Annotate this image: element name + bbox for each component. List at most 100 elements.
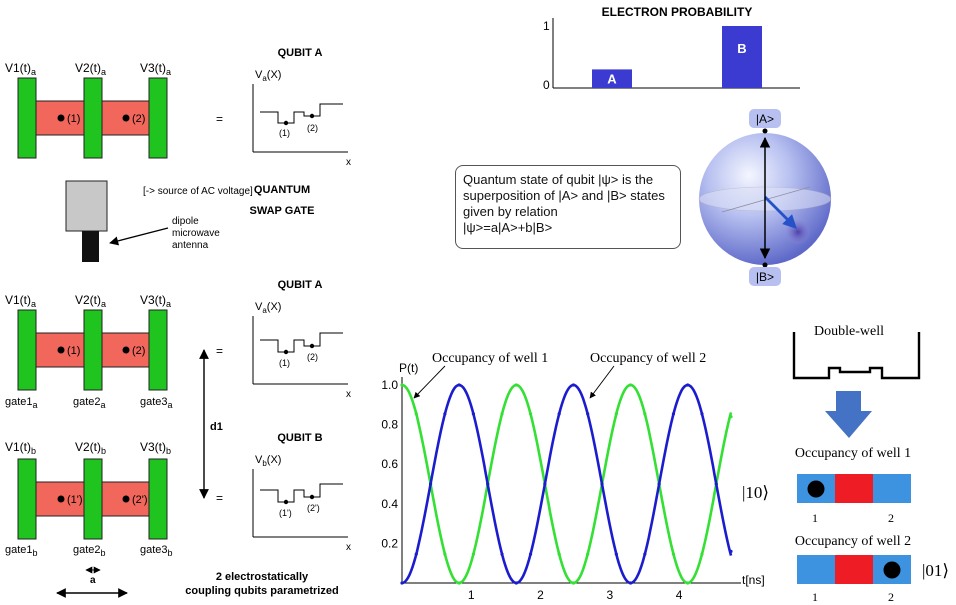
- svg-text:QUBIT A: QUBIT A: [278, 279, 323, 291]
- svg-text:V3(t)a: V3(t)a: [140, 61, 171, 77]
- series-line-1: [401, 383, 733, 585]
- potential-plot-bot: QUBIT B Vb(X) x = (1') (2'): [216, 432, 351, 553]
- svg-text:1: 1: [812, 511, 818, 525]
- y-tick-label: 0.8: [381, 418, 398, 432]
- svg-text:(1): (1): [279, 358, 290, 368]
- prob-bar-a: [592, 69, 632, 88]
- series-line-2: [401, 383, 733, 585]
- y-axis-label: P(t): [399, 361, 418, 375]
- svg-text:dipole: dipole: [172, 216, 199, 227]
- state2-ket: |01⟩: [922, 561, 949, 580]
- series-1-point: [614, 412, 618, 416]
- series-1-point: [414, 412, 418, 416]
- gate-2: [83, 77, 103, 159]
- svg-text:V2(t)b: V2(t)b: [75, 440, 106, 456]
- series-1-point: [557, 552, 561, 556]
- series-2-point: [586, 412, 590, 416]
- series-2-point: [628, 581, 633, 585]
- prob-bar-label: B: [737, 41, 746, 56]
- series-1-point: [500, 412, 504, 416]
- quantum-dot-1: [57, 114, 65, 122]
- svg-text:QUBIT A: QUBIT A: [278, 47, 323, 59]
- prob-bar-b: [722, 26, 762, 88]
- series-2-point: [700, 412, 704, 416]
- svg-text:Vb(X): Vb(X): [255, 454, 281, 468]
- potential-plot-top: QUBIT A Va(X) x = (1) (2): [216, 47, 351, 168]
- gate-title-line-1: QUANTUM: [254, 184, 310, 196]
- svg-text:(1'): (1'): [67, 494, 83, 506]
- superposition-callout: Quantum state of qubit |ψ> is the superp…: [455, 165, 681, 249]
- series-1-point: [671, 552, 676, 556]
- svg-text:V2(t)a: V2(t)a: [75, 293, 106, 309]
- svg-text:(1): (1): [67, 345, 80, 357]
- svg-text:(2): (2): [132, 345, 145, 357]
- ket-a-label: |A>: [756, 112, 774, 126]
- ket-b-label: |B>: [756, 270, 774, 284]
- y-tick-label: 0.4: [381, 497, 398, 511]
- gate-title-line-2: SWAP GATE: [250, 205, 315, 217]
- annotation-well-1: Occupancy of well 1: [432, 351, 548, 366]
- svg-text:(2'): (2'): [132, 494, 148, 506]
- double-well-title: Double-well: [814, 324, 884, 339]
- svg-text:Va(X): Va(X): [255, 69, 281, 83]
- antenna-stub: [82, 231, 99, 262]
- y-tick-label: 0.2: [381, 536, 398, 550]
- y-tick-label: 1.0: [381, 378, 398, 392]
- series-2-point: [428, 482, 433, 486]
- prob-bar-label: A: [607, 72, 617, 87]
- series-1-point: [628, 383, 633, 387]
- svg-text:=: =: [216, 344, 223, 358]
- series-1-point: [400, 383, 404, 387]
- svg-text:2: 2: [888, 590, 894, 604]
- device-mid-qubit-a: V1(t)a V2(t)a V3(t)a (1) (2) gate1a gate…: [5, 293, 173, 410]
- series-2-point: [729, 549, 733, 553]
- svg-text:gate3a: gate3a: [140, 396, 173, 410]
- annotation-well-2: Occupancy of well 2: [590, 351, 706, 366]
- svg-text:gate3b: gate3b: [140, 544, 173, 558]
- svg-text:V1(t)b: V1(t)b: [5, 440, 36, 456]
- series-1-point: [528, 412, 533, 416]
- quantum-dot-2: [122, 114, 130, 122]
- series-1-point: [700, 552, 704, 556]
- series-2-point: [486, 482, 490, 486]
- svg-text:2: 2: [888, 511, 894, 525]
- dimension-a: a: [56, 566, 128, 598]
- svg-text:=: =: [216, 491, 223, 505]
- x-tick-label: 2: [537, 588, 544, 602]
- ac-source-antenna: [-> source of AC voltage] dipole microwa…: [65, 180, 253, 262]
- svg-text:gate1b: gate1b: [5, 544, 38, 558]
- series-2-point: [557, 412, 561, 416]
- series-1-point: [514, 383, 518, 387]
- series-2-point: [471, 412, 476, 416]
- svg-text:V2(t)a: V2(t)a: [75, 61, 106, 77]
- state1-title: Occupancy of well 1: [795, 446, 911, 461]
- series-2-point: [514, 581, 518, 585]
- svg-text:antenna: antenna: [172, 240, 209, 251]
- svg-text:V3(t)b: V3(t)b: [140, 440, 171, 456]
- series-1-point: [643, 412, 647, 416]
- svg-text:Va(X): Va(X): [255, 301, 281, 315]
- caption-line-2: coupling qubits parametrized: [185, 585, 338, 597]
- svg-text:microwave: microwave: [172, 228, 220, 239]
- state2-title: Occupancy of well 2: [795, 534, 911, 549]
- series-2-point: [528, 552, 533, 556]
- dimension-d1: d1: [199, 349, 223, 499]
- svg-text:(2'): (2'): [307, 503, 320, 513]
- svg-text:QUBIT B: QUBIT B: [277, 432, 322, 444]
- bloch-sphere: |A> |B>: [698, 109, 832, 286]
- series-2-point: [614, 552, 618, 556]
- series-2-point: [414, 552, 418, 556]
- series-1-point: [686, 581, 690, 585]
- series-1-point: [729, 415, 733, 419]
- device-top-qubit-a: V1(t)a V2(t)a V3(t)a (1) (2): [5, 61, 171, 159]
- gate-3: [148, 77, 168, 159]
- state1-ket: |10⟩: [742, 483, 769, 502]
- y-tick-label: 0.6: [381, 457, 398, 471]
- svg-text:V3(t)a: V3(t)a: [140, 293, 171, 309]
- series-1-point: [457, 581, 461, 585]
- series-2-point: [457, 383, 461, 387]
- caption-line-1: 2 electrostatically: [216, 571, 309, 583]
- series-1-point: [471, 552, 476, 556]
- series-2-point: [643, 552, 647, 556]
- double-well-panel: Double-well Occupancy of well 1 |10⟩ 1 2…: [742, 324, 949, 604]
